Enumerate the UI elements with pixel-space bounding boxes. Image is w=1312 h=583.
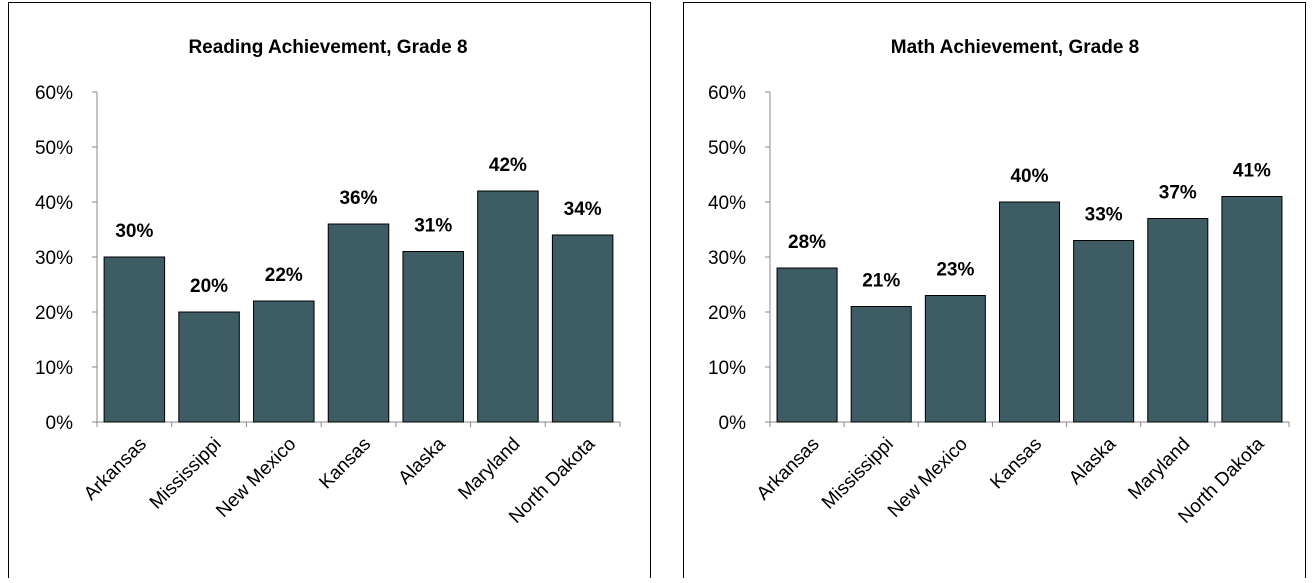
value-label: 31% xyxy=(414,216,452,237)
value-label: 42% xyxy=(489,155,527,176)
x-tick-label: Arkansas xyxy=(80,434,151,505)
value-label: 34% xyxy=(564,199,602,220)
value-label: 40% xyxy=(1010,166,1048,187)
x-tick-label: Arkansas xyxy=(753,434,824,505)
x-tick-label: Mississippi xyxy=(818,434,898,514)
x-tick-label: Maryland xyxy=(454,434,524,504)
x-tick-label: New Mexico xyxy=(212,434,300,522)
y-tick-label: 0% xyxy=(719,413,747,434)
x-tick-label: Mississippi xyxy=(146,434,226,514)
bar xyxy=(253,300,315,423)
bar xyxy=(103,256,166,423)
value-label: 36% xyxy=(339,188,377,209)
y-tick-label: 20% xyxy=(35,303,73,324)
bar xyxy=(850,306,912,423)
y-tick-label: 0% xyxy=(46,413,74,434)
x-tick-label: New Mexico xyxy=(884,434,972,522)
chart-title: Math Achievement, Grade 8 xyxy=(891,37,1139,58)
value-label: 23% xyxy=(936,260,974,281)
y-tick-label: 60% xyxy=(35,83,73,104)
bar xyxy=(178,311,240,423)
x-tick-label: Maryland xyxy=(1124,434,1194,504)
value-label: 20% xyxy=(190,276,228,297)
bar xyxy=(1221,196,1283,423)
y-tick-label: 50% xyxy=(708,138,746,159)
y-tick-label: 10% xyxy=(708,358,746,379)
x-tick-label: Alaska xyxy=(395,433,450,488)
x-tick-label: Kansas xyxy=(986,434,1046,494)
bar xyxy=(402,251,464,423)
value-label: 21% xyxy=(862,271,900,292)
y-tick-label: 50% xyxy=(35,138,73,159)
value-label: 37% xyxy=(1159,183,1197,204)
x-tick-label: Alaska xyxy=(1065,433,1120,488)
bar xyxy=(998,201,1061,423)
bar xyxy=(551,234,614,423)
bar xyxy=(924,295,986,423)
value-label: 30% xyxy=(115,221,153,242)
bar xyxy=(776,267,838,423)
y-tick-label: 40% xyxy=(35,193,73,214)
y-tick-label: 30% xyxy=(708,248,746,269)
value-label: 28% xyxy=(788,232,826,253)
bar xyxy=(1147,218,1209,423)
y-tick-label: 40% xyxy=(708,193,746,214)
y-tick-label: 20% xyxy=(708,303,746,324)
bar xyxy=(477,190,539,423)
y-tick-label: 10% xyxy=(35,358,73,379)
x-tick-label: Kansas xyxy=(315,434,375,494)
value-label: 33% xyxy=(1085,205,1123,226)
y-tick-label: 30% xyxy=(35,248,73,269)
panel-border xyxy=(8,2,651,583)
bar xyxy=(1073,240,1135,423)
value-label: 22% xyxy=(265,265,303,286)
value-label: 41% xyxy=(1233,161,1271,182)
y-tick-label: 60% xyxy=(708,83,746,104)
bar xyxy=(327,223,390,423)
chart-title: Reading Achievement, Grade 8 xyxy=(188,37,467,58)
panel-border xyxy=(683,2,1306,583)
